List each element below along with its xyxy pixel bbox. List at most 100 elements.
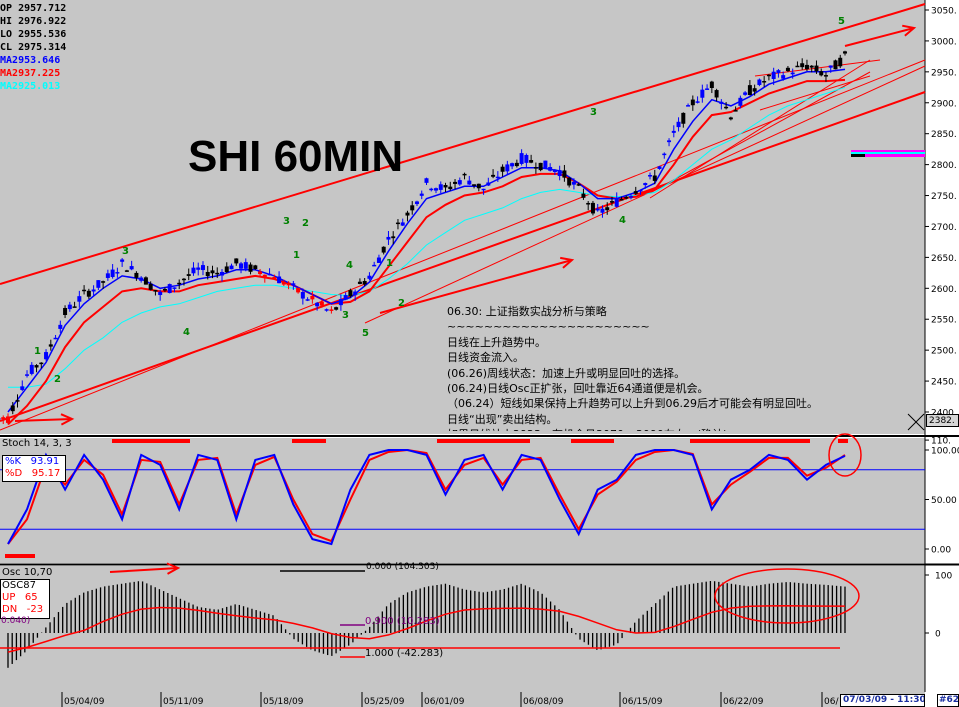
candle-body	[124, 270, 129, 272]
candle	[10, 401, 15, 415]
candle	[167, 283, 172, 294]
candle	[191, 262, 196, 276]
candle	[790, 68, 795, 79]
wave-label: 4	[619, 215, 626, 226]
candle	[205, 265, 210, 280]
annotation-line: 如果日线站上2923，有机会见3070---3090左右。(确认)	[447, 427, 915, 431]
candle-body	[562, 170, 567, 178]
candle-body	[429, 188, 434, 191]
lower-trend-line	[0, 91, 926, 422]
candle	[771, 67, 776, 85]
candle-body	[272, 276, 277, 280]
candle	[58, 320, 63, 333]
candle-body	[671, 130, 676, 133]
candle	[776, 69, 781, 78]
candle	[39, 362, 44, 369]
candle-body	[291, 283, 296, 285]
candle-body	[120, 259, 125, 262]
candle	[63, 305, 68, 319]
date-label: 06/22/09	[723, 697, 764, 707]
date-label: 06/01/09	[424, 697, 465, 707]
wave-label: 3	[122, 246, 129, 257]
candle	[709, 80, 714, 94]
candle	[690, 95, 695, 111]
candle-body	[44, 352, 49, 360]
candle	[6, 413, 10, 425]
candle-body	[819, 71, 824, 76]
candle	[220, 269, 225, 282]
candle-body	[324, 309, 329, 311]
candle	[234, 258, 239, 266]
candle-body	[105, 273, 110, 278]
annotation-line: 日线资金流入。	[447, 351, 524, 365]
ohlc-row: LO 2955.536	[0, 28, 66, 41]
price-tick-label: 2750.	[931, 192, 957, 202]
ohlc-value: 2955.536	[12, 29, 67, 40]
ohlc-label: OP	[0, 3, 13, 14]
candle	[609, 196, 614, 206]
candle-body	[20, 386, 25, 390]
stoch-highlight-bar	[437, 439, 530, 443]
price-tick-label: 2950.	[931, 68, 957, 78]
candle	[338, 294, 343, 311]
candle-body	[728, 117, 733, 120]
candle-body	[776, 70, 781, 73]
candle-body	[96, 280, 101, 288]
candle-body	[48, 344, 53, 347]
candle-body	[519, 153, 524, 164]
candle	[557, 165, 562, 181]
candle	[372, 261, 377, 267]
candle	[628, 194, 633, 200]
candle-body	[395, 222, 400, 225]
candle	[605, 202, 610, 215]
candle	[595, 203, 600, 212]
candle	[586, 201, 591, 211]
ohlc-value: 2925.013	[12, 81, 61, 92]
stoch-highlight-circle	[828, 433, 862, 477]
candle	[48, 339, 53, 351]
ohlc-readout: OP 2957.712 HI 2976.922 LO 2955.536 CL 2975…	[0, 2, 66, 93]
candle	[724, 102, 729, 110]
candle-body	[733, 110, 738, 112]
candle	[828, 65, 833, 73]
candle	[281, 279, 286, 287]
candle-body	[752, 88, 757, 92]
annotation-line: 06.30: 上证指数实战分析与策略	[447, 305, 607, 318]
candle-body	[643, 183, 648, 186]
upper-trend-line	[0, 3, 926, 285]
arrow-mid-head	[560, 256, 575, 269]
candle-body	[662, 153, 667, 156]
candle	[243, 258, 248, 272]
page-indicator[interactable]: #62	[937, 694, 959, 707]
candle-body	[172, 287, 177, 289]
price-tick-label: 2700.	[931, 223, 957, 233]
candle-body	[15, 400, 20, 402]
ohlc-row: HI 2976.922	[0, 15, 66, 28]
candle	[334, 306, 339, 311]
candle-body	[843, 51, 847, 54]
ma-mid-line	[7, 78, 846, 426]
candle	[438, 181, 443, 194]
candle-body	[510, 163, 515, 167]
candle	[20, 380, 25, 392]
candle-body	[548, 166, 553, 171]
candle-body	[571, 181, 576, 185]
candle-body	[153, 290, 158, 292]
date-label: 05/11/09	[163, 697, 204, 707]
candle	[681, 112, 686, 128]
candle	[239, 261, 244, 274]
candle-body	[828, 65, 833, 68]
osc-arrow	[109, 567, 179, 573]
candle-body	[743, 92, 748, 95]
candle-body	[505, 164, 510, 172]
candle-body	[814, 65, 819, 72]
candle-body	[790, 72, 795, 75]
ohlc-label: CL	[0, 42, 13, 53]
candle-body	[143, 277, 148, 285]
candle-body	[552, 169, 557, 172]
marker-magenta-bottom	[865, 154, 925, 157]
candle-body	[162, 288, 167, 291]
candle	[367, 272, 372, 281]
candle-body	[386, 236, 391, 240]
